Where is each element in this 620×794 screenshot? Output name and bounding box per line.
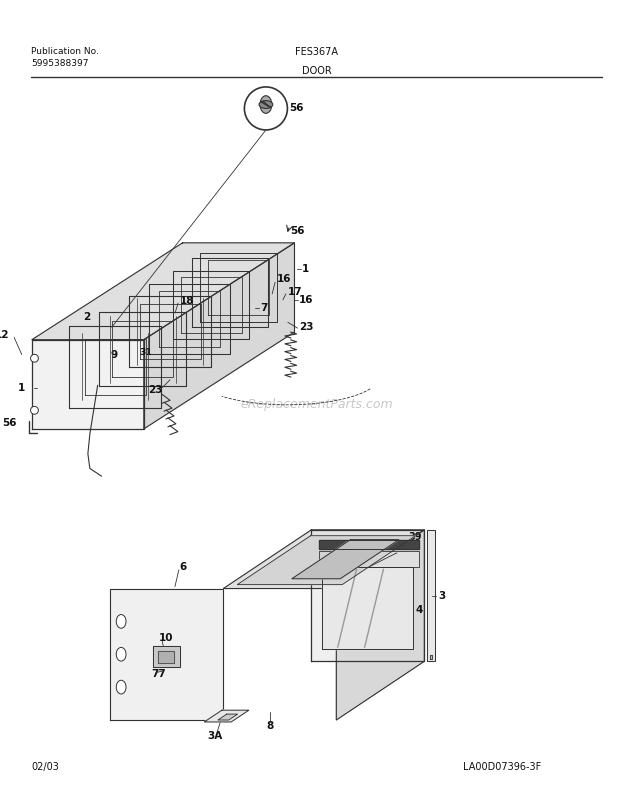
- Text: 6: 6: [180, 562, 187, 572]
- Polygon shape: [149, 283, 230, 354]
- Ellipse shape: [116, 647, 126, 661]
- Polygon shape: [32, 340, 144, 429]
- Text: 56: 56: [291, 226, 305, 236]
- Text: 5995388397: 5995388397: [31, 59, 89, 68]
- Polygon shape: [292, 540, 399, 579]
- Ellipse shape: [116, 615, 126, 628]
- Text: 9: 9: [110, 350, 118, 360]
- Circle shape: [30, 407, 38, 414]
- Polygon shape: [319, 540, 418, 549]
- Text: 8: 8: [267, 721, 274, 730]
- Text: 16: 16: [277, 274, 291, 284]
- Polygon shape: [192, 258, 268, 327]
- Text: 1: 1: [302, 264, 309, 274]
- Text: 18: 18: [180, 296, 195, 306]
- Ellipse shape: [116, 680, 126, 694]
- Text: 12: 12: [0, 330, 9, 340]
- Text: Publication No.: Publication No.: [31, 47, 99, 56]
- Text: 1: 1: [17, 383, 25, 393]
- Ellipse shape: [259, 101, 273, 109]
- Polygon shape: [200, 253, 277, 322]
- Text: eReplacementParts.com: eReplacementParts.com: [241, 399, 393, 411]
- Text: DOOR: DOOR: [302, 66, 332, 76]
- Polygon shape: [430, 655, 432, 659]
- Polygon shape: [237, 536, 415, 584]
- Text: 10: 10: [292, 552, 306, 562]
- Text: 64: 64: [397, 537, 410, 546]
- Text: 2: 2: [84, 312, 91, 322]
- Text: 3: 3: [438, 591, 446, 600]
- Polygon shape: [153, 646, 180, 667]
- Text: 77: 77: [325, 550, 339, 561]
- Polygon shape: [218, 714, 237, 720]
- Text: 3A: 3A: [207, 730, 223, 741]
- Polygon shape: [336, 530, 424, 720]
- Polygon shape: [69, 326, 161, 407]
- Text: 77: 77: [151, 669, 166, 679]
- Text: 3B: 3B: [383, 542, 397, 553]
- Polygon shape: [110, 588, 223, 720]
- Ellipse shape: [244, 87, 288, 130]
- Polygon shape: [158, 650, 174, 663]
- Text: 39: 39: [409, 532, 422, 542]
- Text: 02/03: 02/03: [31, 761, 59, 772]
- Text: 23: 23: [299, 322, 314, 332]
- Polygon shape: [204, 710, 249, 722]
- Text: FES367A: FES367A: [295, 47, 339, 56]
- Text: 10: 10: [159, 634, 174, 643]
- Polygon shape: [99, 312, 186, 386]
- Polygon shape: [173, 271, 249, 340]
- Text: 16: 16: [299, 295, 313, 305]
- Polygon shape: [130, 296, 211, 367]
- Polygon shape: [311, 530, 424, 661]
- Text: 56: 56: [290, 103, 304, 114]
- Text: 56: 56: [2, 418, 17, 428]
- Polygon shape: [223, 530, 424, 588]
- Text: 31: 31: [139, 349, 152, 357]
- Text: 23: 23: [149, 384, 163, 395]
- Circle shape: [30, 354, 38, 362]
- Text: LA00D07396-3F: LA00D07396-3F: [464, 761, 542, 772]
- Ellipse shape: [260, 96, 272, 114]
- Text: 17: 17: [288, 287, 303, 297]
- Polygon shape: [32, 243, 294, 340]
- Polygon shape: [144, 243, 294, 429]
- Polygon shape: [322, 567, 414, 649]
- Text: 7: 7: [260, 303, 268, 313]
- Text: 4: 4: [415, 605, 423, 615]
- Polygon shape: [427, 530, 435, 661]
- Polygon shape: [319, 550, 418, 567]
